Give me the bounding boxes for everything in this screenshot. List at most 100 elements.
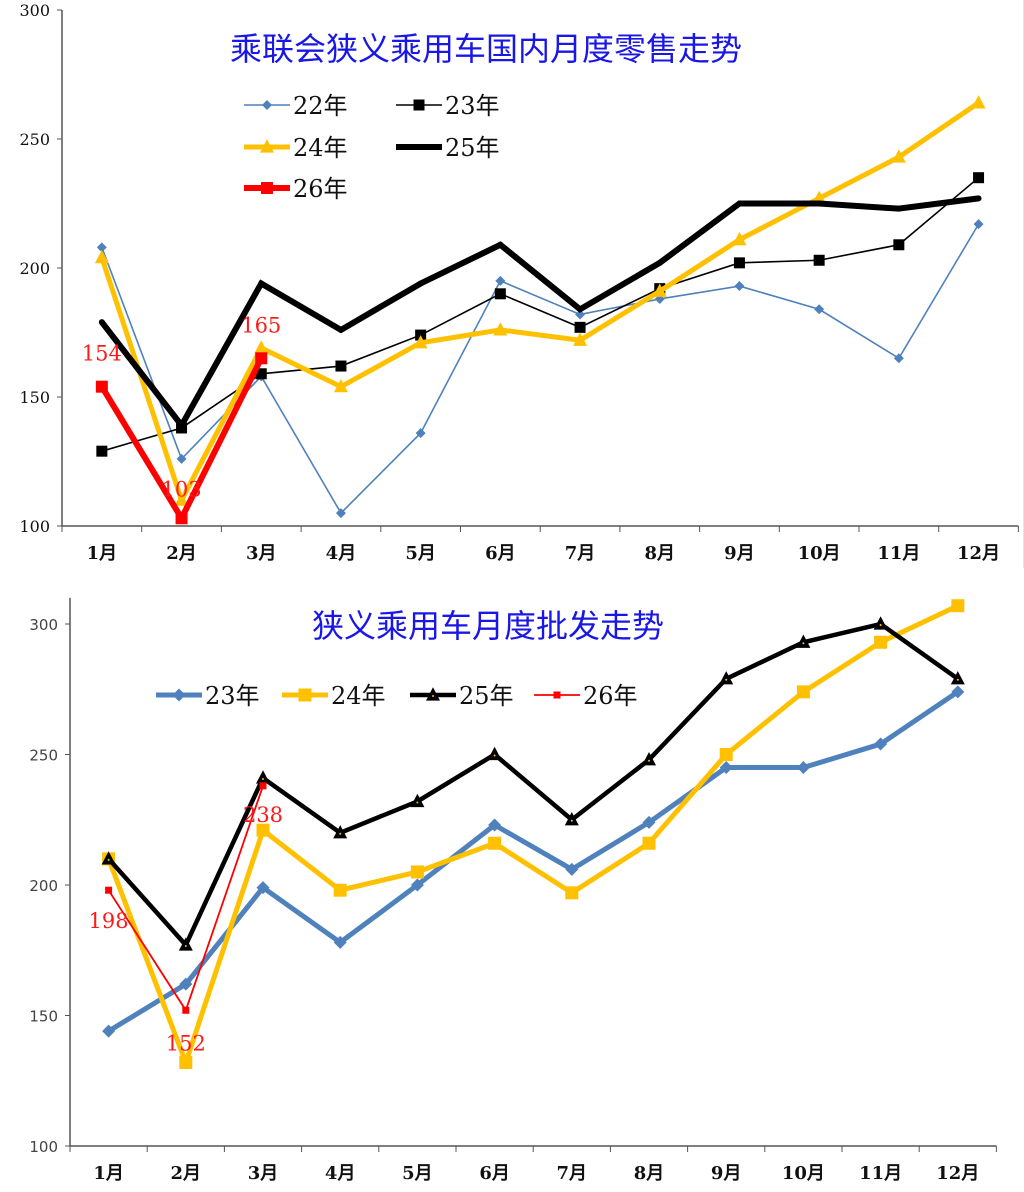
wholesale-legend-marker-center [432, 695, 434, 697]
retail-x-tick-label: 9月 [724, 543, 755, 564]
wholesale-y-tick-label: 150 [29, 1008, 58, 1026]
wholesale-point-25年 [333, 825, 348, 839]
wholesale-legend-item-25年: 25年 [410, 682, 514, 710]
wholesale-legend-item-23年: 23年 [156, 682, 260, 710]
wholesale-point-24年 [874, 635, 888, 649]
wholesale-point-25年 [256, 770, 270, 784]
wholesale-point-23年 [796, 761, 810, 775]
wholesale-point-24年 [642, 836, 656, 850]
wholesale-legend-marker [426, 687, 440, 701]
retail-data-label: 165 [241, 313, 281, 337]
wholesale-point-23年 [333, 935, 347, 949]
wholesale-y-tick-label: 200 [29, 877, 58, 895]
retail-legend-label: 25年 [445, 134, 500, 162]
retail-legend-item-26年: 26年 [244, 175, 348, 203]
wholesale-legend-marker [553, 691, 561, 699]
wholesale-point-24年 [488, 836, 502, 850]
retail-series-26年 [95, 352, 268, 525]
retail-series-23年 [96, 172, 985, 457]
retail-point-25年 [417, 280, 424, 287]
retail-point-22年 [973, 219, 984, 230]
wholesale-legend-label: 25年 [459, 682, 514, 710]
retail-series-24年 [94, 95, 986, 507]
retail-legend-item-25年: 25年 [396, 134, 500, 162]
retail-point-24年 [174, 492, 189, 506]
retail-data-label: 103 [162, 477, 202, 501]
retail-legend-item-23年: 23年 [396, 92, 500, 120]
wholesale-point-23年 [488, 818, 502, 832]
retail-point-25年 [98, 319, 105, 326]
retail-point-24年 [573, 332, 588, 346]
retail-point-22年 [335, 508, 346, 519]
wholesale-series-24年 [102, 599, 965, 1070]
wholesale-point-23年 [102, 1024, 116, 1038]
retail-x-tick-label: 5月 [405, 543, 436, 564]
retail-point-22年 [575, 309, 586, 320]
retail-legend-marker [262, 100, 272, 110]
retail-point-25年 [895, 205, 902, 212]
retail-legend-label: 26年 [293, 175, 348, 203]
retail-point-23年 [733, 257, 745, 269]
retail-point-24年 [652, 283, 667, 297]
wholesale-point-25年-center [570, 819, 573, 822]
wholesale-legend-item-26年: 26年 [534, 682, 638, 710]
wholesale-x-tick-label: 7月 [557, 1163, 588, 1184]
wholesale-point-26年 [182, 1006, 190, 1014]
retail-legend-marker [416, 144, 422, 150]
retail-legend-label: 23年 [445, 92, 500, 120]
retail-y-tick-label: 150 [19, 388, 50, 407]
retail-point-25年 [816, 200, 823, 207]
wholesale-chart-panel: 100 150 200 250 300 1月 2月 3月 4月 5月 6月 7月 8月 9月 10月 11月 1… [0, 580, 1024, 1188]
wholesale-point-24年 [796, 685, 810, 699]
wholesale-point-25年-center [648, 759, 650, 762]
retail-point-23年 [494, 288, 506, 300]
retail-point-22年 [176, 453, 187, 464]
wholesale-point-25年 [564, 812, 579, 826]
retail-point-25年 [577, 306, 584, 313]
retail-point-24年 [94, 249, 109, 264]
wholesale-chart: 100 150 200 250 300 1月 2月 3月 4月 5月 6月 7月 8月 9月 10月 11月 1… [29, 597, 997, 1184]
retail-point-24年 [493, 322, 508, 336]
retail-legend-marker [260, 139, 274, 153]
wholesale-y-tick-label: 100 [29, 1138, 58, 1156]
retail-point-22年 [734, 281, 745, 292]
retail-point-23年 [813, 254, 825, 266]
wholesale-y-tick-label: 300 [29, 616, 58, 634]
wholesale-point-25年-center [262, 777, 264, 780]
retail-x-tick-label: 4月 [326, 543, 357, 564]
retail-x-tick-label: 10月 [798, 543, 841, 564]
wholesale-point-25年 [178, 937, 193, 951]
retail-x-tick-label: 2月 [166, 543, 197, 564]
wholesale-x-tick-label: 11月 [859, 1163, 902, 1184]
wholesale-line-23年 [107, 689, 960, 1034]
retail-point-24年 [971, 95, 986, 109]
retail-point-25年 [975, 195, 982, 202]
retail-y-tick-label: 300 [19, 1, 50, 20]
wholesale-series-26年 [105, 782, 267, 1014]
wholesale-series-23年 [102, 685, 965, 1038]
wholesale-x-tick-label: 3月 [248, 1163, 279, 1184]
wholesale-point-25年-center [184, 945, 187, 948]
retail-chart: 100 150 200 250 300 1月 2月 3月 4月 5月 6月 7月 8月 9月 10月 11月 1… [19, 1, 1019, 564]
retail-point-23年 [574, 321, 586, 333]
chart-divider [0, 568, 1024, 580]
wholesale-line-25年 [106, 621, 960, 950]
retail-legend-item-24年: 24年 [244, 134, 348, 162]
retail-x-tick-label: 7月 [565, 543, 596, 564]
retail-chart-legend: 22年 23年 24年 25年 26年 [244, 92, 500, 203]
wholesale-point-25年 [101, 851, 116, 865]
wholesale-x-tick-label: 4月 [325, 1163, 356, 1184]
retail-y-tick-label: 250 [19, 130, 50, 149]
wholesale-point-25年-center [416, 801, 419, 804]
wholesale-point-25年-center [107, 858, 110, 861]
retail-x-tick-label: 6月 [485, 543, 516, 564]
retail-legend-marker [261, 182, 273, 194]
retail-point-23年 [335, 360, 347, 372]
wholesale-point-24年 [179, 1055, 193, 1069]
wholesale-x-tick-label: 1月 [93, 1163, 124, 1184]
wholesale-x-tick-label: 5月 [402, 1163, 433, 1184]
wholesale-legend-marker [298, 688, 312, 702]
retail-point-24年 [732, 231, 747, 246]
wholesale-point-25年-center [493, 754, 496, 757]
wholesale-y-tick-label: 250 [29, 747, 58, 765]
